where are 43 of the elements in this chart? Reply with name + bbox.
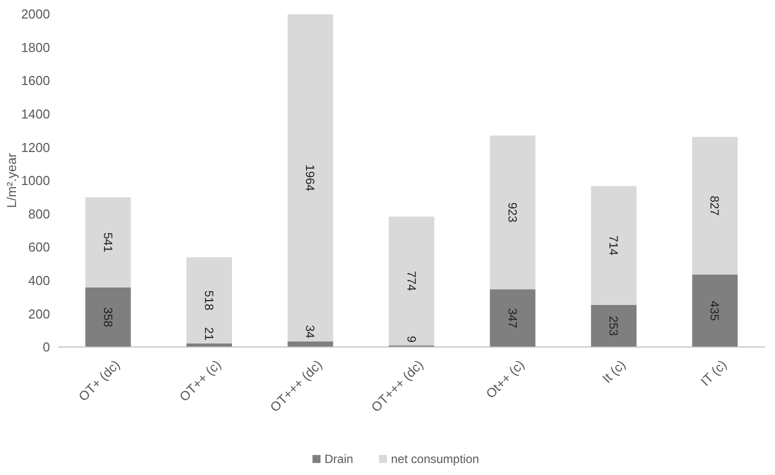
legend-label: net consumption — [391, 452, 480, 466]
y-tick-label: 1400 — [21, 106, 50, 122]
data-label: 358 — [100, 307, 115, 328]
y-axis-title: L/m².year — [4, 152, 19, 208]
bar — [186, 257, 232, 344]
y-tick-label: 400 — [28, 272, 50, 288]
y-tick-label: 1200 — [21, 140, 50, 155]
bar — [85, 197, 131, 288]
bar — [490, 136, 536, 290]
bar — [490, 289, 536, 347]
data-label: 253 — [606, 316, 621, 336]
y-tick-label: 1000 — [21, 173, 50, 188]
bar — [85, 287, 131, 347]
data-label: 541 — [100, 232, 115, 253]
data-label: 21 — [202, 327, 216, 341]
data-label: 714 — [606, 235, 621, 256]
data-label: 347 — [505, 308, 520, 328]
data-label: 923 — [505, 202, 520, 223]
bar — [692, 136, 738, 275]
data-label: 9 — [404, 336, 418, 343]
x-tick-label: IT (c) — [698, 356, 730, 389]
data-label: 774 — [404, 271, 418, 292]
legend-label: Drain — [324, 452, 354, 466]
data-label: 1964 — [303, 164, 318, 192]
y-tick-label: 600 — [28, 240, 50, 255]
bar — [591, 304, 637, 347]
bar — [388, 216, 434, 346]
bar — [591, 186, 637, 305]
y-tick-label: 200 — [28, 306, 50, 322]
data-label: 518 — [202, 290, 216, 311]
x-tick-label: OT+ (dc) — [75, 356, 123, 404]
data-label: 827 — [708, 196, 722, 216]
y-tick-label: 1800 — [21, 40, 50, 55]
y-tick-label: 800 — [28, 206, 50, 222]
bar — [692, 274, 738, 347]
x-tick-label: It (c) — [599, 356, 628, 386]
data-label: 34 — [303, 324, 318, 339]
x-tick-label: Ot++ (c) — [482, 356, 528, 402]
y-tick-label: 0 — [42, 340, 50, 355]
y-tick-label: 1600 — [21, 73, 50, 88]
y-tick-label: 2000 — [21, 6, 50, 22]
bar — [288, 14, 334, 342]
data-label: 435 — [708, 300, 722, 322]
